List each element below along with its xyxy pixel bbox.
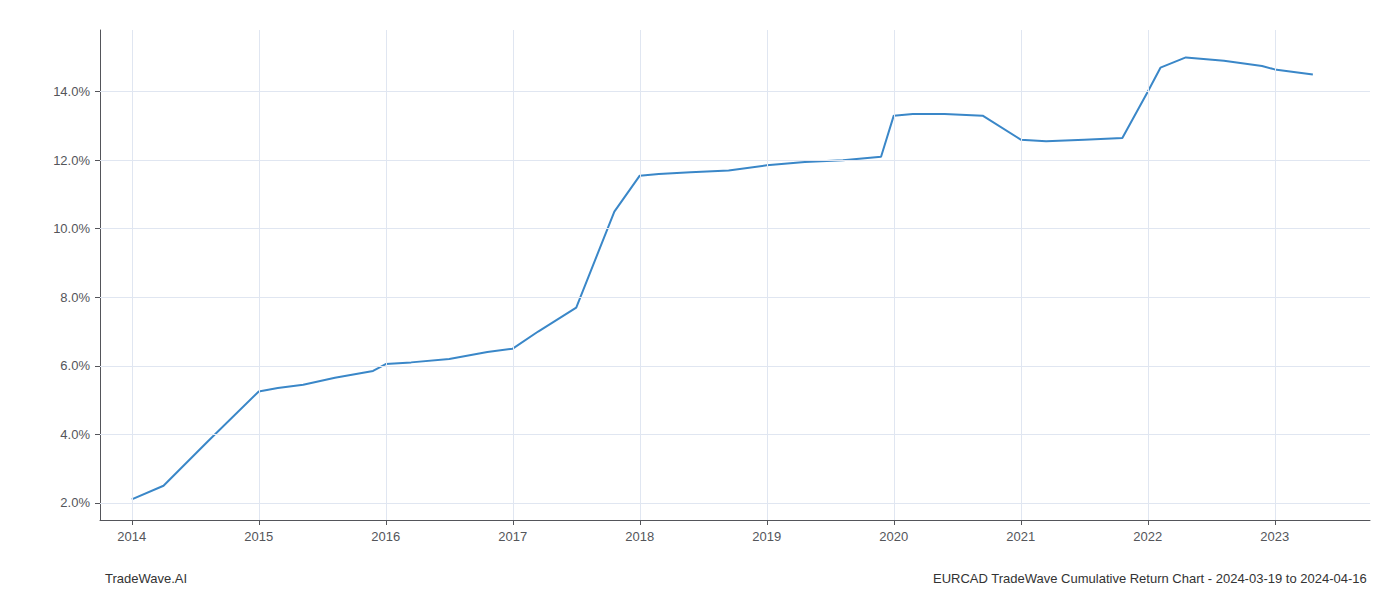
svg-text:2019: 2019 [752, 529, 781, 544]
svg-text:10.0%: 10.0% [53, 221, 90, 236]
svg-text:EURCAD TradeWave Cumulative Re: EURCAD TradeWave Cumulative Return Chart… [933, 571, 1367, 586]
svg-text:2016: 2016 [371, 529, 400, 544]
svg-text:2014: 2014 [117, 529, 146, 544]
svg-text:2020: 2020 [879, 529, 908, 544]
svg-text:TradeWave.AI: TradeWave.AI [105, 571, 187, 586]
svg-text:2021: 2021 [1006, 529, 1035, 544]
svg-text:14.0%: 14.0% [53, 84, 90, 99]
svg-text:6.0%: 6.0% [60, 358, 90, 373]
svg-text:2017: 2017 [498, 529, 527, 544]
svg-text:2022: 2022 [1133, 529, 1162, 544]
svg-text:2.0%: 2.0% [60, 495, 90, 510]
svg-text:2023: 2023 [1260, 529, 1289, 544]
svg-text:8.0%: 8.0% [60, 290, 90, 305]
svg-text:4.0%: 4.0% [60, 427, 90, 442]
svg-text:2018: 2018 [625, 529, 654, 544]
svg-text:2015: 2015 [244, 529, 273, 544]
svg-text:12.0%: 12.0% [53, 153, 90, 168]
